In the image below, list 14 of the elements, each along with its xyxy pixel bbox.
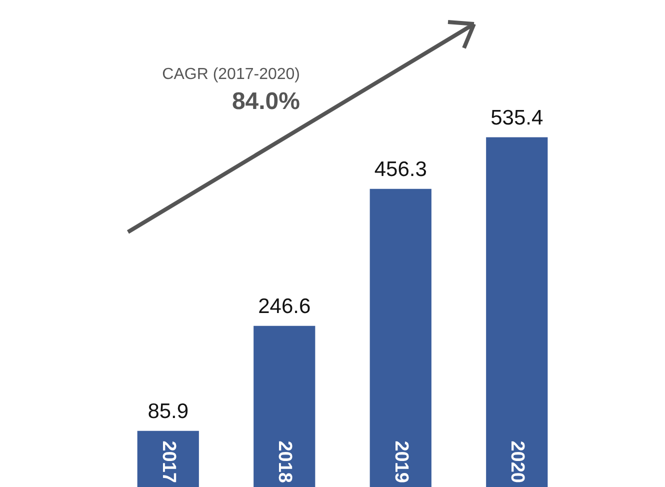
x-tick-label: 2017 [158,440,179,483]
x-tick-label: 2020 [506,440,528,483]
x-tick-label: 2019 [390,440,412,483]
bar [370,188,432,487]
data-label: 456.3 [374,158,427,182]
bar [254,326,316,487]
text: CAGR (2017-2020) [162,66,300,84]
text: 84.0% [232,88,300,116]
data-label: 535.4 [490,106,544,130]
bar [137,430,199,487]
data-label: 246.6 [258,295,311,318]
x-tick-label: 2018 [274,440,296,483]
bar [486,137,548,487]
data-label: 85.9 [148,400,189,424]
